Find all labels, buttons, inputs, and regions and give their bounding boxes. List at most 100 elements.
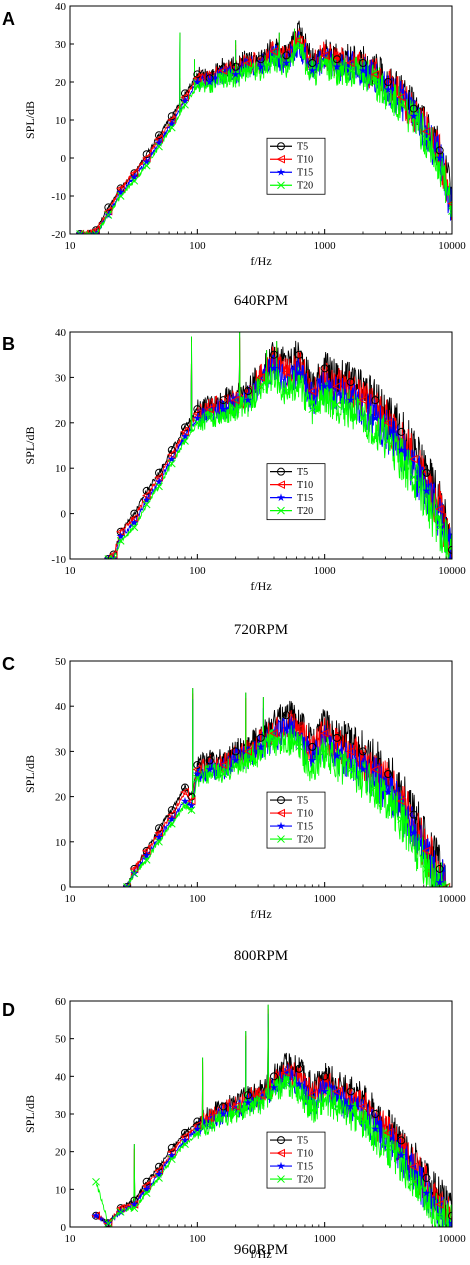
panel-a: A -20 -10 0 10 20 30 40 10 100 1000 10000 f/Hz SPL/dB… bbox=[2, 1, 466, 309]
data-point-t20 bbox=[142, 161, 151, 170]
legend: T5 T10 T15 T20 bbox=[266, 463, 326, 521]
y-tick-label: 20 bbox=[55, 77, 67, 89]
data-point-t10 bbox=[409, 1162, 418, 1172]
series-line-t5 bbox=[126, 688, 447, 887]
y-tick-label: 40 bbox=[55, 327, 67, 339]
data-point-t15 bbox=[320, 382, 329, 390]
panel-letter: D bbox=[2, 1000, 15, 1020]
data-point-t10 bbox=[218, 66, 228, 75]
x-tick-label: 1000 bbox=[314, 893, 337, 905]
data-point-t10 bbox=[358, 395, 367, 405]
legend-label: T20 bbox=[297, 1175, 313, 1186]
data-point-t20 bbox=[295, 743, 303, 751]
legend-label: T20 bbox=[297, 181, 313, 192]
data-point-t10 bbox=[180, 787, 189, 797]
data-point-t15 bbox=[142, 495, 151, 504]
data-point-t20 bbox=[116, 192, 125, 200]
data-point-t20 bbox=[244, 756, 252, 765]
y-tick-label: 60 bbox=[55, 996, 67, 1008]
data-point-t20 bbox=[76, 230, 84, 234]
data-point-t5 bbox=[384, 770, 393, 778]
data-point-t20 bbox=[193, 774, 202, 783]
data-point-t10 bbox=[231, 395, 240, 405]
data-point-t10 bbox=[396, 92, 406, 102]
data-point-t5 bbox=[155, 824, 164, 833]
data-point-t20 bbox=[409, 1177, 418, 1186]
data-point-t10 bbox=[320, 51, 329, 60]
x-tick-label: 10 bbox=[65, 240, 77, 252]
data-point-t10 bbox=[218, 760, 228, 770]
x-tick-label: 1000 bbox=[314, 565, 337, 577]
data-point-t20 bbox=[123, 883, 131, 887]
data-point-t20 bbox=[116, 1208, 125, 1216]
data-point-t20 bbox=[104, 211, 113, 219]
data-point-t15 bbox=[397, 1151, 406, 1159]
data-point-t20 bbox=[320, 747, 329, 756]
data-point-t15 bbox=[435, 878, 444, 886]
data-point-t5 bbox=[371, 1110, 380, 1118]
data-point-t5 bbox=[180, 783, 189, 792]
legend-marker bbox=[277, 467, 285, 476]
data-point-t20 bbox=[181, 801, 189, 810]
data-point-t10 bbox=[346, 58, 355, 68]
data-point-t15 bbox=[219, 404, 228, 413]
data-point-t20 bbox=[422, 135, 431, 143]
data-point-t10 bbox=[205, 404, 214, 414]
data-point-t10 bbox=[409, 454, 418, 464]
data-point-t5 bbox=[409, 810, 418, 819]
data-point-t5 bbox=[269, 350, 278, 359]
data-point-t15 bbox=[154, 832, 164, 841]
y-tick-label: 30 bbox=[55, 39, 67, 51]
data-point-t20 bbox=[167, 1155, 176, 1164]
data-point-t20 bbox=[142, 500, 151, 509]
data-point-t5 bbox=[167, 446, 176, 455]
y-tick-label: 30 bbox=[55, 1109, 67, 1121]
legend-marker bbox=[277, 1175, 285, 1183]
data-point-t20 bbox=[359, 414, 367, 423]
legend-label: T5 bbox=[297, 142, 308, 153]
legend-label: T15 bbox=[297, 1162, 313, 1173]
data-point-t20 bbox=[193, 81, 202, 90]
data-point-t10 bbox=[346, 747, 355, 756]
legend-marker bbox=[276, 1161, 286, 1170]
y-tick-label: 30 bbox=[55, 372, 67, 384]
data-point-t20 bbox=[130, 176, 139, 185]
data-point-t5 bbox=[333, 733, 342, 742]
y-axis-title: SPL/dB bbox=[23, 426, 37, 464]
data-point-t20 bbox=[130, 1204, 139, 1213]
data-point-t15 bbox=[422, 486, 431, 495]
panel-letter: C bbox=[2, 654, 15, 674]
data-point-t20 bbox=[142, 856, 151, 864]
data-point-t15 bbox=[409, 111, 418, 120]
y-axis-title: SPL/dB bbox=[23, 1095, 37, 1133]
data-point-t10 bbox=[332, 382, 342, 391]
data-point-t15 bbox=[384, 85, 393, 94]
data-point-t5 bbox=[155, 468, 164, 477]
data-point-t15 bbox=[282, 724, 291, 733]
data-point-t5 bbox=[448, 545, 452, 554]
y-tick-label: 50 bbox=[55, 1034, 67, 1046]
data-point-t20 bbox=[205, 414, 214, 423]
data-point-t15 bbox=[130, 172, 139, 181]
data-point-t15 bbox=[256, 62, 265, 71]
legend-marker bbox=[276, 480, 285, 489]
data-point-t15 bbox=[180, 96, 190, 105]
data-point-t15 bbox=[269, 364, 279, 372]
legend-marker bbox=[277, 1136, 285, 1145]
y-tick-label: -10 bbox=[51, 191, 66, 203]
data-point-t5 bbox=[180, 423, 189, 432]
data-layer bbox=[91, 1004, 452, 1227]
panel-caption: 640RPM bbox=[234, 293, 288, 309]
data-point-t5 bbox=[142, 486, 151, 495]
data-point-t15 bbox=[346, 395, 355, 404]
series-line-t5 bbox=[80, 20, 452, 234]
data-point-t15 bbox=[154, 138, 164, 147]
y-tick-label: -10 bbox=[51, 554, 66, 566]
y-tick-label: 30 bbox=[55, 746, 67, 758]
data-point-t10 bbox=[435, 1200, 444, 1209]
data-point-t15 bbox=[154, 1169, 164, 1178]
data-point-t5 bbox=[205, 756, 214, 765]
data-point-t20 bbox=[155, 837, 163, 846]
data-point-t5 bbox=[320, 1072, 329, 1081]
